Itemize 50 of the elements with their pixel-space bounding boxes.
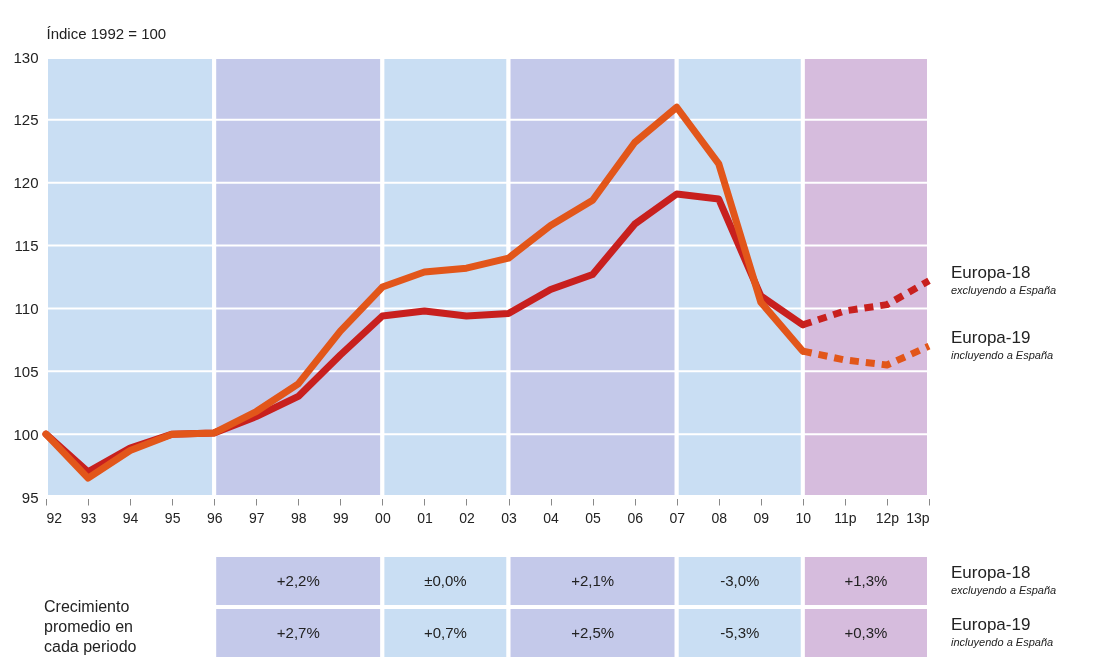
x-tick-label: 00 <box>375 509 391 526</box>
text: +2,2% <box>276 572 320 589</box>
x-tick-label: 06 <box>627 509 644 526</box>
x-tick-label: 96 <box>206 509 223 526</box>
text: Europa-18 <box>951 563 1031 582</box>
y-tick-label: 130 <box>13 48 39 66</box>
x-tick-label: 99 <box>333 509 349 526</box>
text: incluyendo a España <box>951 636 1054 648</box>
y-axis-title: Índice 1992 = 100 <box>46 24 167 42</box>
text: Europa-18 <box>951 262 1031 282</box>
text: Europa-19 <box>951 615 1031 634</box>
x-tick-label: 01 <box>417 509 433 526</box>
text: -5,3% <box>720 624 760 641</box>
x-tick-label: 03 <box>501 509 518 526</box>
y-tick-label: 95 <box>21 488 39 506</box>
x-tick-label: 95 <box>164 509 181 526</box>
y-tick-label: 125 <box>13 111 39 129</box>
x-tick-label: 94 <box>122 509 139 526</box>
x-tick-label: 97 <box>248 509 265 526</box>
x-tick-label: 92 <box>46 509 63 526</box>
x-tick-label: 13p <box>906 509 930 526</box>
x-tick-label: 09 <box>753 509 770 526</box>
x-tick-label: 04 <box>543 509 560 526</box>
x-tick-label: 11p <box>834 509 857 526</box>
y-tick-label: 115 <box>14 237 39 255</box>
text: excluyendo a España <box>951 584 1057 596</box>
x-tick-label: 12p <box>875 509 900 526</box>
x-tick-label: 08 <box>711 509 728 526</box>
x-tick-label: 05 <box>585 509 602 526</box>
y-tick-label: 120 <box>13 174 39 192</box>
text: +2,7% <box>276 624 320 641</box>
text: +1,3% <box>844 572 888 589</box>
text: +0,3% <box>844 624 888 641</box>
x-tick-label: 07 <box>669 509 686 526</box>
text: -3,0% <box>720 572 760 589</box>
annotation: incluyendo a España <box>951 349 1054 362</box>
x-tick-label: 98 <box>291 509 307 526</box>
x-tick-label: 10 <box>795 509 812 526</box>
text: +0,7% <box>423 624 467 641</box>
text: Crecimiento promedio en cada periodo <box>44 598 137 655</box>
x-tick-label: 93 <box>80 509 97 526</box>
text: +2,5% <box>571 624 615 641</box>
annotation: excluyendo a España <box>951 283 1057 296</box>
text: +2,1% <box>571 572 615 589</box>
y-tick-label: 100 <box>13 425 39 443</box>
text: ±0,0% <box>424 572 467 589</box>
y-tick-label: 105 <box>13 362 39 380</box>
y-tick-label: 110 <box>14 299 39 317</box>
x-tick-label: 02 <box>459 509 475 526</box>
text: Europa-19 <box>951 328 1031 348</box>
